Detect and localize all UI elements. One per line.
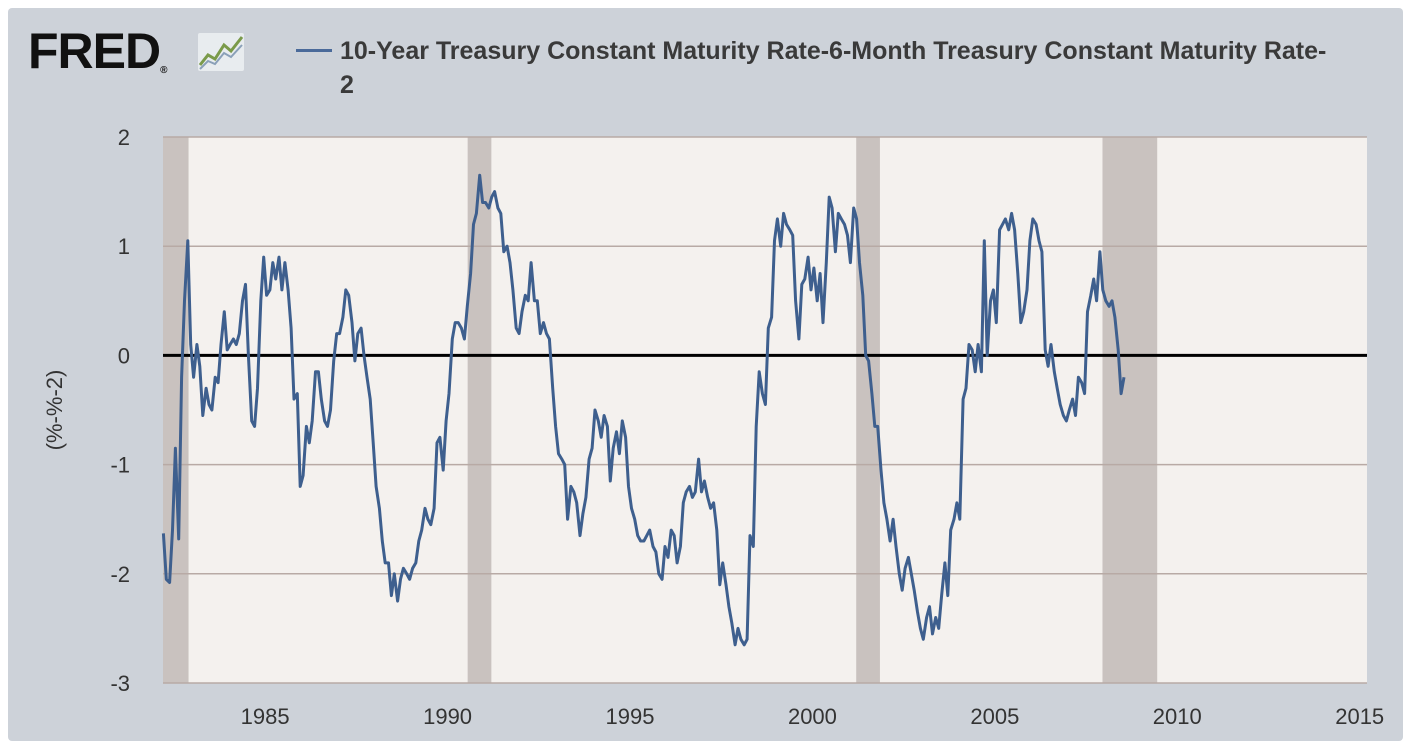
fred-logo: FRED® [28,26,167,76]
x-tick-label: 2015 [1335,704,1384,729]
x-tick-label: 1995 [606,704,655,729]
x-tick-label: 2000 [788,704,837,729]
legend-entry: 10-Year Treasury Constant Maturity Rate-… [340,37,1327,99]
line-chart-icon [198,33,244,71]
recession-band-3 [1102,137,1158,683]
registered-mark: ® [160,65,168,76]
recession-bands [163,137,1158,683]
grid-lines [163,136,1367,684]
x-tick-label: 2005 [970,704,1019,729]
fred-logo-text: FRED [28,23,161,79]
y-tick-label: -3 [110,671,130,696]
y-tick-label: 2 [118,125,130,150]
series-line [161,173,1126,647]
recession-band-1 [467,137,492,683]
y-tick-label: 0 [118,343,130,368]
x-tick-label: 2010 [1153,704,1202,729]
recession-band-2 [856,137,880,683]
y-tick-label: -2 [110,562,130,587]
y-tick-labels: 2 1 0 -1 -2 -3 [110,125,130,696]
legend-swatch [296,49,332,52]
y-tick-label: -1 [110,453,130,478]
x-tick-label: 1985 [241,704,290,729]
y-axis-label: (%-%-2) [42,370,67,451]
x-tick-labels: 1985 1990 1995 2000 2005 2010 2015 [241,704,1384,729]
x-tick-label: 1990 [423,704,472,729]
plot-area [163,137,1367,683]
y-tick-label: 1 [118,234,130,259]
recession-band-0 [163,137,189,683]
